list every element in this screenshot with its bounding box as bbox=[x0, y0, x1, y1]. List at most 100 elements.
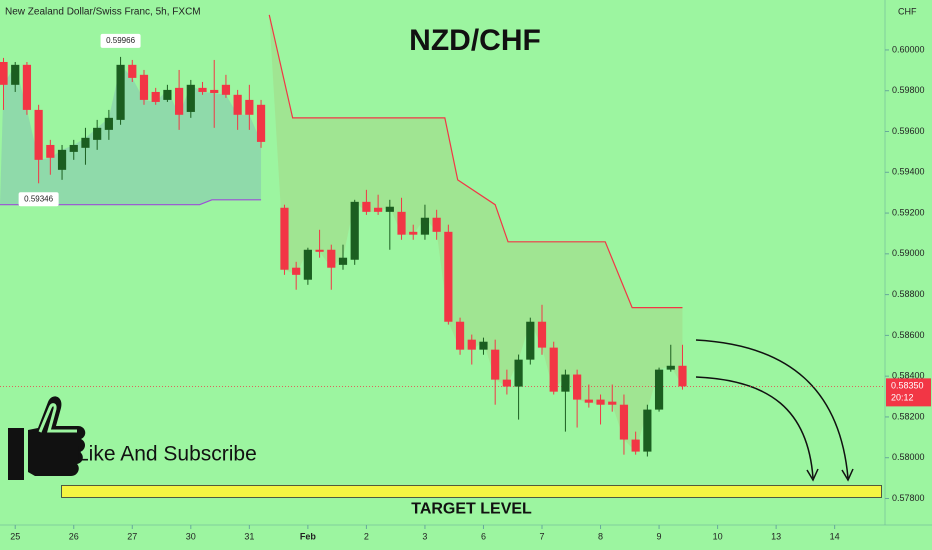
candle-body bbox=[362, 201, 371, 212]
candle-body bbox=[385, 206, 394, 212]
last-price-label: 0.58350 bbox=[891, 381, 924, 391]
candle-body bbox=[455, 321, 465, 350]
candle-body bbox=[584, 399, 593, 403]
target-label: TARGET LEVEL bbox=[411, 501, 532, 518]
header: New Zealand Dollar/Swiss Franc, 5h, FXCM bbox=[5, 7, 201, 18]
y-tick-label: 0.58000 bbox=[892, 452, 925, 462]
y-tick-label: 0.59800 bbox=[892, 85, 925, 95]
x-tick-label: 9 bbox=[657, 531, 662, 541]
candle-body bbox=[221, 84, 231, 95]
candle-body bbox=[198, 87, 207, 92]
y-tick-label: 0.58200 bbox=[892, 411, 925, 421]
x-tick-label: 7 bbox=[539, 531, 544, 541]
candle-body bbox=[432, 217, 441, 232]
candle-body bbox=[81, 137, 90, 148]
candle-body bbox=[502, 379, 511, 387]
candle-body bbox=[186, 84, 195, 112]
candle-body bbox=[46, 144, 55, 158]
x-tick-label: 3 bbox=[422, 531, 427, 541]
x-tick-label: 26 bbox=[69, 531, 79, 541]
x-tick-label: 8 bbox=[598, 531, 603, 541]
candle-body bbox=[444, 231, 453, 322]
candle-body bbox=[245, 99, 254, 115]
candle-body bbox=[374, 207, 383, 212]
candle-body bbox=[233, 94, 242, 115]
x-tick-label: 6 bbox=[481, 531, 486, 541]
candle-body bbox=[420, 217, 430, 235]
candle-body bbox=[104, 117, 113, 130]
price-tag-box bbox=[18, 192, 59, 207]
candle-body bbox=[573, 374, 582, 400]
candle-body bbox=[116, 64, 125, 120]
indicator-line bbox=[0, 199, 262, 206]
candle-body bbox=[467, 339, 476, 350]
y-tick-label: 0.59000 bbox=[892, 248, 925, 258]
candle-body bbox=[526, 321, 535, 360]
candle-body bbox=[338, 257, 348, 265]
candle-body bbox=[678, 365, 687, 387]
candle-body bbox=[292, 267, 301, 275]
candle-body bbox=[479, 341, 488, 350]
x-tick-label: 10 bbox=[713, 531, 723, 541]
candle-body bbox=[69, 144, 78, 152]
x-tick-label: Feb bbox=[300, 531, 317, 541]
x-tick-label: 2 bbox=[364, 531, 369, 541]
price-tag: 0.59966 bbox=[106, 36, 135, 45]
y-tick-label: 0.60000 bbox=[892, 44, 925, 54]
candle-body bbox=[256, 104, 266, 142]
candle-body bbox=[93, 127, 102, 140]
candle-body bbox=[210, 89, 219, 93]
candle-body bbox=[397, 211, 406, 235]
candle-body bbox=[57, 149, 67, 170]
candle-body bbox=[175, 87, 184, 115]
target-zone bbox=[61, 485, 882, 498]
annotation: Like And Subscribe bbox=[77, 443, 257, 466]
candle-body bbox=[350, 201, 359, 260]
candle-body bbox=[619, 404, 629, 440]
candle-body bbox=[608, 401, 617, 405]
y-tick-label: 0.59600 bbox=[892, 126, 925, 136]
candle-body bbox=[139, 74, 149, 100]
candle-body bbox=[151, 91, 160, 102]
last-price-box bbox=[886, 378, 931, 407]
candle-body bbox=[280, 207, 289, 270]
candle-body bbox=[514, 359, 523, 387]
candle-body bbox=[537, 321, 547, 348]
candle-body bbox=[549, 347, 558, 392]
y-tick-label: 0.58600 bbox=[892, 330, 925, 340]
candle-body bbox=[596, 399, 605, 405]
y-tick-label: 0.59200 bbox=[892, 207, 925, 217]
price-tag: 0.59346 bbox=[24, 194, 53, 203]
candle-body bbox=[22, 64, 32, 110]
candle-body bbox=[315, 249, 324, 252]
candle-body bbox=[409, 231, 418, 235]
y-tick-label: 0.58800 bbox=[892, 289, 925, 299]
candle-body bbox=[654, 369, 664, 410]
x-tick-label: 31 bbox=[244, 531, 254, 541]
candle-body bbox=[34, 109, 43, 160]
x-tick-label: 13 bbox=[771, 531, 781, 541]
x-tick-label: 25 bbox=[10, 531, 20, 541]
y-tick-label: 0.59400 bbox=[892, 167, 925, 177]
candle-body bbox=[561, 374, 570, 392]
candle-body bbox=[327, 249, 336, 268]
candle-body bbox=[303, 249, 312, 280]
candle-body bbox=[0, 61, 8, 85]
x-tick-label: 30 bbox=[186, 531, 196, 541]
countdown: 20:12 bbox=[891, 393, 914, 403]
chart-title: NZD/CHF bbox=[409, 24, 541, 57]
candle-body bbox=[491, 349, 500, 380]
candle-body bbox=[128, 64, 137, 78]
x-tick-label: 14 bbox=[830, 531, 840, 541]
candle-body bbox=[643, 409, 652, 452]
y-tick-label: 0.57800 bbox=[892, 493, 925, 503]
candle-body bbox=[11, 64, 20, 85]
price-tag-box bbox=[100, 33, 141, 48]
candle-body bbox=[631, 439, 640, 452]
y-tick-label: 0.58400 bbox=[892, 371, 925, 381]
indicator-line bbox=[268, 14, 683, 309]
x-tick-label: 27 bbox=[127, 531, 137, 541]
candle-body bbox=[163, 89, 172, 100]
thumb-icon bbox=[8, 396, 86, 480]
